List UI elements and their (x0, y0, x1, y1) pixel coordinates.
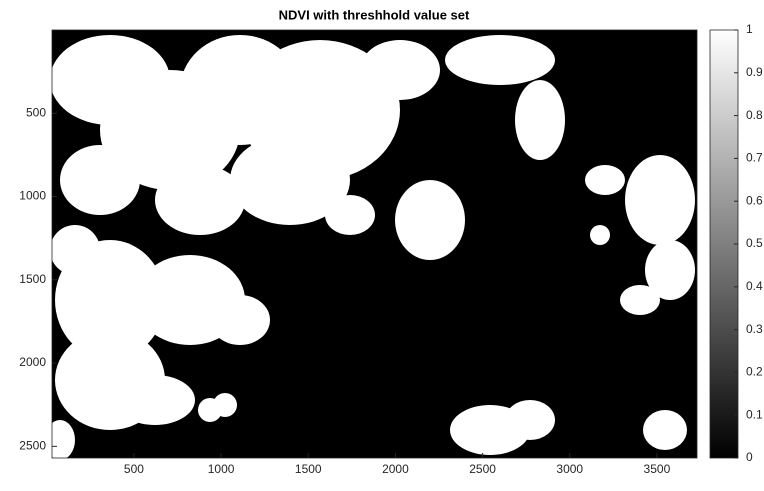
colorbar-tick-label: 0.8 (746, 108, 763, 122)
colorbar-tick-label: 0.1 (746, 407, 763, 421)
chart-title: NDVI with threshhold value set (279, 7, 470, 22)
colorbar-tick-label: 0.2 (746, 365, 763, 379)
colorbar-tick-label: 0.9 (746, 65, 763, 79)
colorbar-tick-label: 0.3 (746, 322, 763, 336)
colorbar (710, 30, 738, 458)
x-tick-label: 3500 (644, 462, 671, 476)
colorbar-tick-label: 1 (746, 22, 753, 36)
y-tick-label: 1500 (19, 272, 46, 286)
chart: NDVI with threshhold value set (0, 0, 764, 491)
colorbar-tick-label: 0 (746, 450, 753, 464)
colorbar-tick-label: 0.4 (746, 279, 763, 293)
x-tick-label: 1000 (208, 462, 235, 476)
x-tick-label: 500 (124, 462, 144, 476)
ndvi-image (45, 30, 697, 460)
y-tick-label: 1000 (19, 189, 46, 203)
x-tick-label: 3000 (556, 462, 583, 476)
colorbar-tick-label: 0.6 (746, 193, 763, 207)
x-tick-label: 2000 (382, 462, 409, 476)
x-tick-label: 2500 (469, 462, 496, 476)
x-tick-label: 1500 (295, 462, 322, 476)
colorbar-tick-label: 0.5 (746, 236, 763, 250)
y-tick-label: 2500 (19, 439, 46, 453)
colorbar-tick-label: 0.7 (746, 151, 763, 165)
y-tick-label: 500 (26, 105, 46, 119)
y-tick-label: 2000 (19, 355, 46, 369)
